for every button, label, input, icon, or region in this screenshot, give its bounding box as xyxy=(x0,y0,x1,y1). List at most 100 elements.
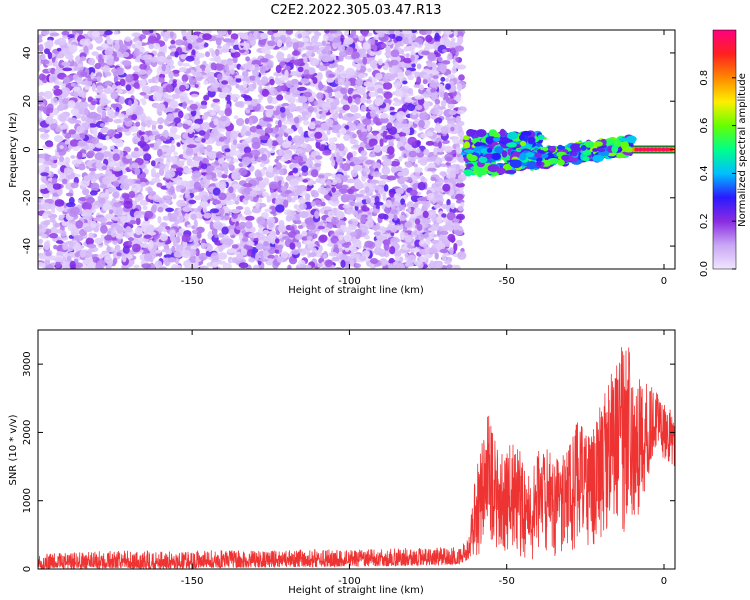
spectrogram-blob xyxy=(419,111,429,121)
spectrogram-blob xyxy=(72,30,77,36)
spectrogram-blob xyxy=(113,71,118,77)
spectrogram-blob xyxy=(245,108,251,114)
spectrogram-blob xyxy=(368,153,376,158)
spectrogram-blob xyxy=(101,110,107,119)
spectrogram-blob xyxy=(95,142,104,149)
spectrogram-blob xyxy=(243,209,252,216)
spectrogram-blob xyxy=(418,119,425,128)
spectrogram-blob xyxy=(165,207,175,212)
spectrogram-blob xyxy=(458,74,465,81)
spectrogram-blob xyxy=(259,147,268,152)
spectrogram-blob xyxy=(342,149,347,156)
spectrogram-blob xyxy=(328,137,335,146)
spectrogram-blob xyxy=(408,150,417,158)
spectrogram-blob xyxy=(266,113,272,118)
spectrogram-blob xyxy=(441,139,450,144)
spectrogram-blob xyxy=(396,111,406,120)
spectrogram-blob xyxy=(96,76,102,82)
spectrogram-blob xyxy=(251,137,261,144)
spectrogram-blob xyxy=(393,214,398,221)
spectrogram-blob xyxy=(216,73,223,80)
spectrogram-blob xyxy=(354,180,364,190)
spectrogram-blob xyxy=(380,180,387,185)
spectrogram-blob xyxy=(255,128,264,135)
spectrogram-blob xyxy=(427,52,437,62)
spectrogram-blob xyxy=(337,44,346,52)
spectrogram-blob xyxy=(314,163,322,168)
spectrogram-blob xyxy=(354,193,364,198)
spectrogram-blob xyxy=(314,210,320,219)
spectrogram-blob xyxy=(267,254,276,260)
spectrogram-blob xyxy=(139,199,149,206)
spectrogram-blob xyxy=(285,149,293,156)
spectrogram-blob xyxy=(293,156,301,160)
spectrogram-blob xyxy=(192,156,202,161)
spectrogram-blob xyxy=(206,76,216,84)
spectrogram-blob xyxy=(258,120,269,127)
spectrogram-blob xyxy=(323,194,331,200)
spectrogram-blob xyxy=(138,34,147,40)
spectrogram-blob xyxy=(231,213,238,220)
spectrogram-blob xyxy=(434,32,440,41)
spectrogram-blob xyxy=(117,113,125,118)
spectrogram-blob xyxy=(316,92,324,100)
spectrogram-blob xyxy=(106,245,111,253)
spectrogram-blob xyxy=(58,214,65,219)
spectrogram-blob xyxy=(321,102,331,111)
spectrogram-blob xyxy=(302,179,309,183)
spectrogram-blob xyxy=(377,58,383,66)
spectrogram-blob xyxy=(115,232,120,239)
spectrogram-blob xyxy=(282,120,290,125)
spectrogram-blob xyxy=(194,118,204,125)
spectrogram-blob xyxy=(219,208,225,216)
spectrogram-blob xyxy=(91,100,97,106)
spectrogram-blob xyxy=(282,235,290,240)
spectrogram-blob xyxy=(176,122,183,128)
spectrogram-blob xyxy=(103,207,108,212)
spectrogram-blob xyxy=(196,231,202,239)
spectrogram-blob xyxy=(440,230,449,236)
spectrogram-blob xyxy=(74,163,80,168)
spectrogram-blob xyxy=(211,261,219,268)
spectrogram-blob xyxy=(382,82,393,90)
spectrogram-blob xyxy=(38,58,42,67)
spectrogram-blob xyxy=(353,202,364,207)
spectrogram-blob xyxy=(451,221,460,231)
spectrogram-blob xyxy=(110,229,117,238)
spectrogram-blob xyxy=(354,240,362,248)
spectrogram-blob xyxy=(297,86,307,92)
spectrogram-blob xyxy=(151,131,159,136)
spectrogram-blob xyxy=(135,40,142,49)
spectrogram-blob xyxy=(386,175,397,181)
spectrogram-blob xyxy=(113,56,120,62)
spectrogram-blob xyxy=(455,146,462,155)
spectrogram-blob xyxy=(201,122,211,130)
spectrogram-blob xyxy=(345,46,354,56)
spectrogram-blob xyxy=(121,127,131,133)
spectrogram-blob xyxy=(205,174,213,180)
spectrogram-blob xyxy=(230,94,237,101)
spectrogram-blob xyxy=(420,132,427,139)
spectrogram-blob xyxy=(455,94,462,103)
spectrogram-blob xyxy=(85,237,95,246)
spectrogram-blob xyxy=(165,169,176,178)
spectrogram-blob xyxy=(411,41,420,48)
spectrogram-blob xyxy=(284,69,289,79)
spectrogram-blob xyxy=(186,224,192,228)
spectrogram-blob xyxy=(152,93,162,102)
spectrogram-blob xyxy=(189,255,197,264)
spectrogram-blob xyxy=(270,149,275,154)
spectrogram-blob xyxy=(140,126,146,132)
spectrogram-blob xyxy=(182,101,187,109)
spectrogram-blob xyxy=(293,83,299,89)
spectrogram-blob xyxy=(375,72,383,80)
spectrogram-blob xyxy=(188,199,197,204)
spectrogram-blob xyxy=(212,216,222,221)
spectrogram-blob xyxy=(202,33,212,41)
spectrogram-blob xyxy=(310,169,319,178)
spectrogram-blob xyxy=(135,106,144,115)
spectrogram-blob xyxy=(231,244,239,249)
spectrogram-blob xyxy=(399,256,404,263)
spectrogram-blob xyxy=(447,53,453,60)
